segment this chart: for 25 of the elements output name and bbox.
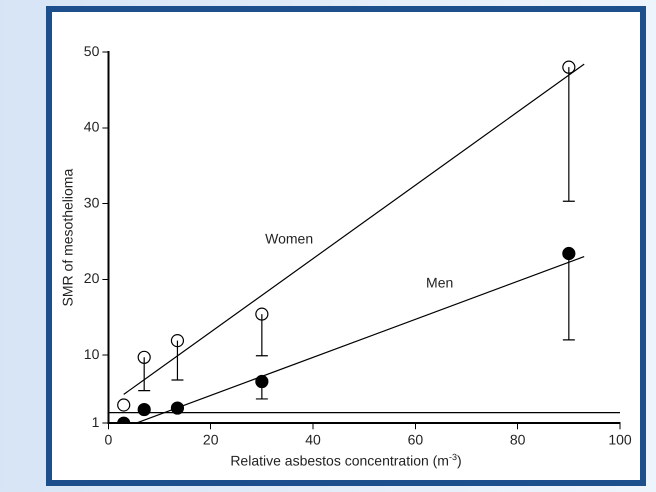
series-label: Men: [426, 274, 454, 291]
point: [255, 308, 268, 321]
x-tick-label: 0: [104, 431, 112, 448]
x-axis-title: Relative asbestos concentration (m$^{-3}$): [229, 452, 463, 469]
point: [117, 398, 130, 412]
series-label: Women: [265, 230, 314, 247]
point: [170, 401, 184, 415]
y-tick-label: 30: [84, 194, 100, 210]
point: [255, 374, 268, 388]
y-tick-label: 20: [84, 270, 100, 286]
y-axis-title: SMR of mesothelioma: [59, 168, 76, 306]
point: [170, 334, 184, 348]
x-tick-label: 100: [608, 431, 632, 448]
point: [138, 350, 151, 364]
x-tick-label: 80: [510, 431, 526, 448]
y-tick-label: 40: [84, 118, 100, 135]
x-tick-label: 40: [305, 431, 322, 448]
x-tick-label: 60: [408, 431, 424, 448]
y-tick-label: 10: [84, 346, 100, 362]
x-tick-label: 20: [202, 431, 219, 448]
point: [562, 60, 576, 74]
point: [562, 246, 576, 260]
y-tick-label: 50: [84, 42, 100, 59]
point: [138, 402, 151, 416]
y-tick-label: 1: [92, 414, 100, 430]
